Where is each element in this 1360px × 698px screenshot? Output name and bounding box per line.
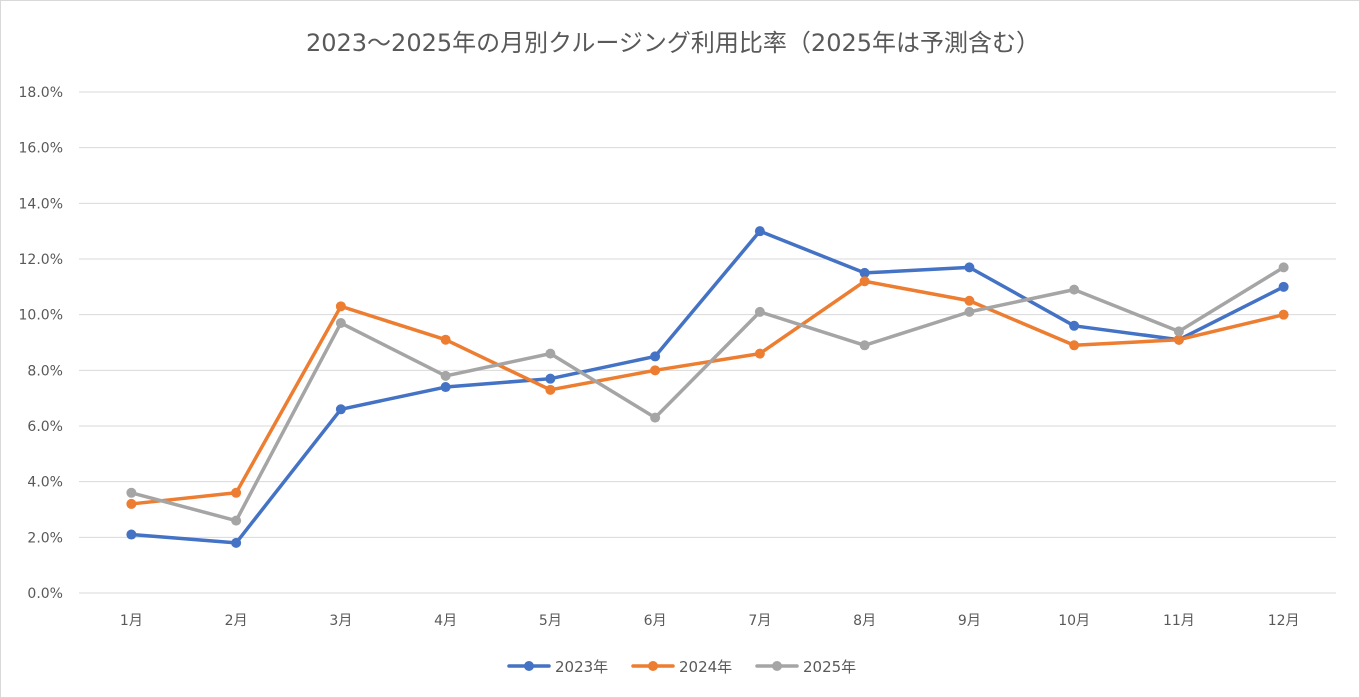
x-axis-tick-labels: 1月 2月 3月 4月 5月 6月 7月 8月 9月 10月 11月 12月 <box>120 613 1300 629</box>
gridlines <box>79 91 1336 594</box>
data-point <box>335 318 346 329</box>
y-tick-label: 18.0% <box>19 85 63 101</box>
data-point <box>754 348 765 359</box>
x-tick-label: 8月 <box>853 613 876 629</box>
data-point <box>231 487 242 498</box>
x-tick-label: 5月 <box>539 613 562 629</box>
data-point <box>1278 309 1289 320</box>
series-line <box>129 265 1286 523</box>
data-point <box>1278 262 1289 273</box>
data-point <box>545 373 556 384</box>
legend-entry: 2023年 <box>507 658 608 676</box>
data-point <box>754 226 765 237</box>
data-point <box>126 529 137 540</box>
data-point <box>440 334 451 345</box>
data-point <box>231 515 242 526</box>
data-point <box>231 537 242 548</box>
x-tick-label: 4月 <box>434 613 457 629</box>
chart-title: 2023～2025年の月別クルージング利用比率（2025年は予測含む） <box>306 29 1040 57</box>
data-point <box>964 262 975 273</box>
series-lines <box>126 226 1289 548</box>
legend-entry: 2024年 <box>631 658 732 676</box>
data-point <box>964 306 975 317</box>
data-point <box>545 348 556 359</box>
data-point <box>335 404 346 415</box>
data-point <box>1069 320 1080 331</box>
x-tick-label: 6月 <box>644 613 667 629</box>
legend: 2023年 2024年 2025年 <box>507 658 856 676</box>
legend-marker <box>524 661 534 671</box>
x-tick-label: 7月 <box>748 613 771 629</box>
legend-marker <box>772 661 782 671</box>
series-line <box>129 279 1286 506</box>
data-point <box>1173 326 1184 337</box>
data-point <box>1069 284 1080 295</box>
x-tick-label: 1月 <box>120 613 143 629</box>
x-tick-label: 2月 <box>225 613 248 629</box>
data-point <box>859 340 870 351</box>
y-axis-tick-labels: 0.0% 2.0% 4.0% 6.0% 8.0% 10.0% 12.0% 14.0% 16.0%… <box>19 85 63 602</box>
y-tick-label: 6.0% <box>27 419 63 435</box>
data-point <box>1069 340 1080 351</box>
y-tick-label: 2.0% <box>27 530 63 546</box>
data-point <box>650 412 661 423</box>
data-point <box>650 351 661 362</box>
x-tick-label: 11月 <box>1163 613 1195 629</box>
data-point <box>650 365 661 376</box>
y-tick-label: 14.0% <box>19 196 63 212</box>
y-tick-label: 4.0% <box>27 475 63 491</box>
data-point <box>126 487 137 498</box>
data-point <box>964 295 975 306</box>
data-point <box>440 382 451 393</box>
x-tick-label: 10月 <box>1058 613 1090 629</box>
legend-entry: 2025年 <box>755 658 856 676</box>
y-tick-label: 16.0% <box>19 141 63 157</box>
data-point <box>754 306 765 317</box>
data-point <box>859 276 870 287</box>
y-tick-label: 8.0% <box>27 363 63 379</box>
series <box>126 276 1289 509</box>
y-tick-label: 0.0% <box>27 586 63 602</box>
x-tick-label: 12月 <box>1268 613 1300 629</box>
y-tick-label: 12.0% <box>19 252 63 268</box>
legend-label: 2025年 <box>803 658 856 676</box>
data-point <box>440 370 451 381</box>
x-tick-label: 3月 <box>329 613 352 629</box>
data-point <box>1173 334 1184 345</box>
data-point <box>1278 281 1289 292</box>
legend-marker <box>648 661 658 671</box>
x-tick-label: 9月 <box>958 613 981 629</box>
series <box>126 226 1289 548</box>
legend-label: 2023年 <box>555 658 608 676</box>
series-line <box>129 229 1286 545</box>
series <box>126 262 1289 526</box>
data-point <box>859 267 870 278</box>
y-tick-label: 10.0% <box>19 308 63 324</box>
legend-label: 2024年 <box>679 658 732 676</box>
data-point <box>545 384 556 395</box>
data-point <box>126 498 137 509</box>
data-point <box>335 301 346 312</box>
